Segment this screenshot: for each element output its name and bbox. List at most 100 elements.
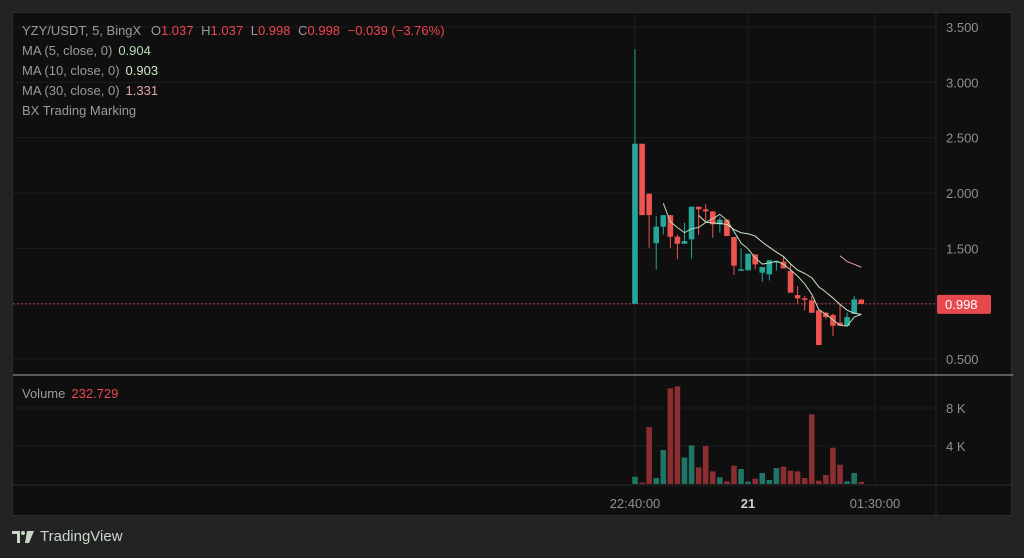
price-tick-label: 1.500 — [946, 241, 979, 256]
ma5-line — [662, 202, 862, 327]
volume-bar — [837, 464, 843, 484]
candle-body — [844, 317, 850, 326]
low-value: 0.998 — [257, 23, 291, 38]
candle-body — [794, 295, 801, 299]
last-price-label: 0.998 — [945, 297, 978, 312]
chart-widget[interactable]: 3.500 3.000 2.500 2.000 1.500 0.500 8 K 4 K 22:4… — [12, 12, 1013, 517]
volume-bar — [773, 468, 780, 484]
candle-body — [674, 236, 681, 244]
low-label: L — [250, 23, 258, 38]
volume-bar — [808, 414, 815, 484]
candle-body — [646, 193, 652, 216]
volume-bar — [851, 472, 857, 484]
volume-bar — [660, 449, 667, 484]
ma10-line — [698, 214, 862, 315]
volume-bar — [780, 466, 787, 484]
candle-body — [695, 206, 702, 210]
volume-bar — [766, 480, 773, 484]
ma10-legend[interactable]: MA (10, close, 0) 0.903 — [22, 63, 158, 78]
ma30-line — [839, 255, 862, 268]
volume-bar — [724, 481, 730, 484]
tradingview-logo[interactable]: TradingView — [12, 528, 123, 545]
symbol-legend[interactable]: YZY/USDT, 5, BingX O1.037 H1.037 L0.998 … — [22, 23, 445, 38]
ma5-value: 0.904 — [118, 43, 151, 58]
volume-bar — [794, 471, 801, 484]
ma10-label: MA (10, close, 0) — [22, 63, 120, 78]
candle-body — [808, 300, 815, 313]
price-tick-label: 3.000 — [946, 75, 979, 90]
tradingview-logo-icon — [12, 530, 34, 543]
volume-bar — [695, 467, 702, 484]
volume-bar — [632, 476, 638, 484]
volume-tick-label: 8 K — [946, 401, 966, 416]
volume-bar — [717, 477, 723, 484]
volume-bar — [731, 465, 737, 484]
candle-body — [837, 322, 843, 326]
open-value: 1.037 — [160, 23, 194, 38]
volume-bar — [681, 457, 688, 484]
volume-value: 232.729 — [71, 386, 119, 401]
candle-body — [702, 209, 709, 212]
candle-body — [717, 219, 723, 225]
brand-name: TradingView — [40, 528, 123, 545]
candle-body — [709, 211, 716, 225]
change-value: −0.039 (−3.76%) — [347, 23, 445, 38]
volume-legend[interactable]: Volume 232.729 — [22, 386, 118, 401]
candle-body — [745, 253, 751, 271]
volume-bar — [702, 446, 709, 484]
candle-body — [738, 269, 744, 271]
ma10-value: 0.903 — [125, 63, 159, 78]
volume-bar — [667, 388, 674, 484]
ma30-label: MA (30, close, 0) — [22, 83, 120, 98]
high-label: H — [201, 23, 211, 38]
candle-body — [759, 267, 766, 273]
volume-label: Volume — [22, 386, 66, 401]
volume-bar — [738, 468, 744, 484]
ma30-legend[interactable]: MA (30, close, 0) 1.331 — [22, 83, 158, 98]
volume-bar — [759, 472, 766, 484]
candle-body — [816, 310, 822, 346]
volume-bar — [674, 386, 681, 484]
volume-bar — [830, 447, 836, 484]
volume-bar — [745, 481, 751, 484]
price-tick-label: 0.500 — [946, 352, 979, 367]
close-label: C — [298, 23, 308, 38]
candle-body — [653, 226, 660, 244]
ma5-legend[interactable]: MA (5, close, 0) 0.904 — [22, 43, 151, 58]
volume-bar — [688, 445, 695, 484]
last-price-badge[interactable] — [937, 294, 991, 314]
candle-body — [801, 298, 808, 300]
volume-bar — [823, 474, 829, 484]
candle-body — [780, 261, 787, 269]
candle-body — [639, 143, 645, 216]
candle-body — [752, 254, 758, 265]
volume-bar — [844, 481, 850, 484]
candle-body — [787, 271, 794, 293]
volume-bar — [752, 478, 758, 484]
time-tick-label: 22:40:00 — [610, 496, 661, 511]
bx-trading-marking-legend[interactable]: BX Trading Marking — [22, 103, 136, 118]
candle-body — [766, 260, 773, 275]
chart-canvas[interactable]: 3.500 3.000 2.500 2.000 1.500 0.500 8 K 4 K 22:4… — [13, 13, 1013, 517]
volume-bar — [709, 471, 716, 484]
candle-body — [858, 299, 865, 304]
volume-bar — [858, 481, 865, 484]
volume-bar — [816, 480, 822, 484]
time-tick-label: 01:30:00 — [850, 496, 901, 511]
high-value: 1.037 — [210, 23, 244, 38]
candle-body — [632, 143, 638, 304]
price-tick-label: 3.500 — [946, 20, 979, 35]
ma30-value: 1.331 — [125, 83, 159, 98]
candle-body — [724, 219, 730, 237]
volume-bar — [801, 478, 808, 484]
candle-body — [681, 241, 688, 244]
ma5-label: MA (5, close, 0) — [22, 43, 113, 58]
price-tick-label: 2.500 — [946, 131, 979, 146]
volume-bar — [639, 482, 645, 484]
candle-body — [667, 215, 674, 237]
candle-body — [660, 215, 667, 227]
volume-bar — [646, 427, 652, 484]
symbol-title: YZY/USDT, 5, BingX — [22, 23, 142, 38]
open-label: O — [150, 23, 161, 38]
candle-body — [731, 237, 737, 266]
